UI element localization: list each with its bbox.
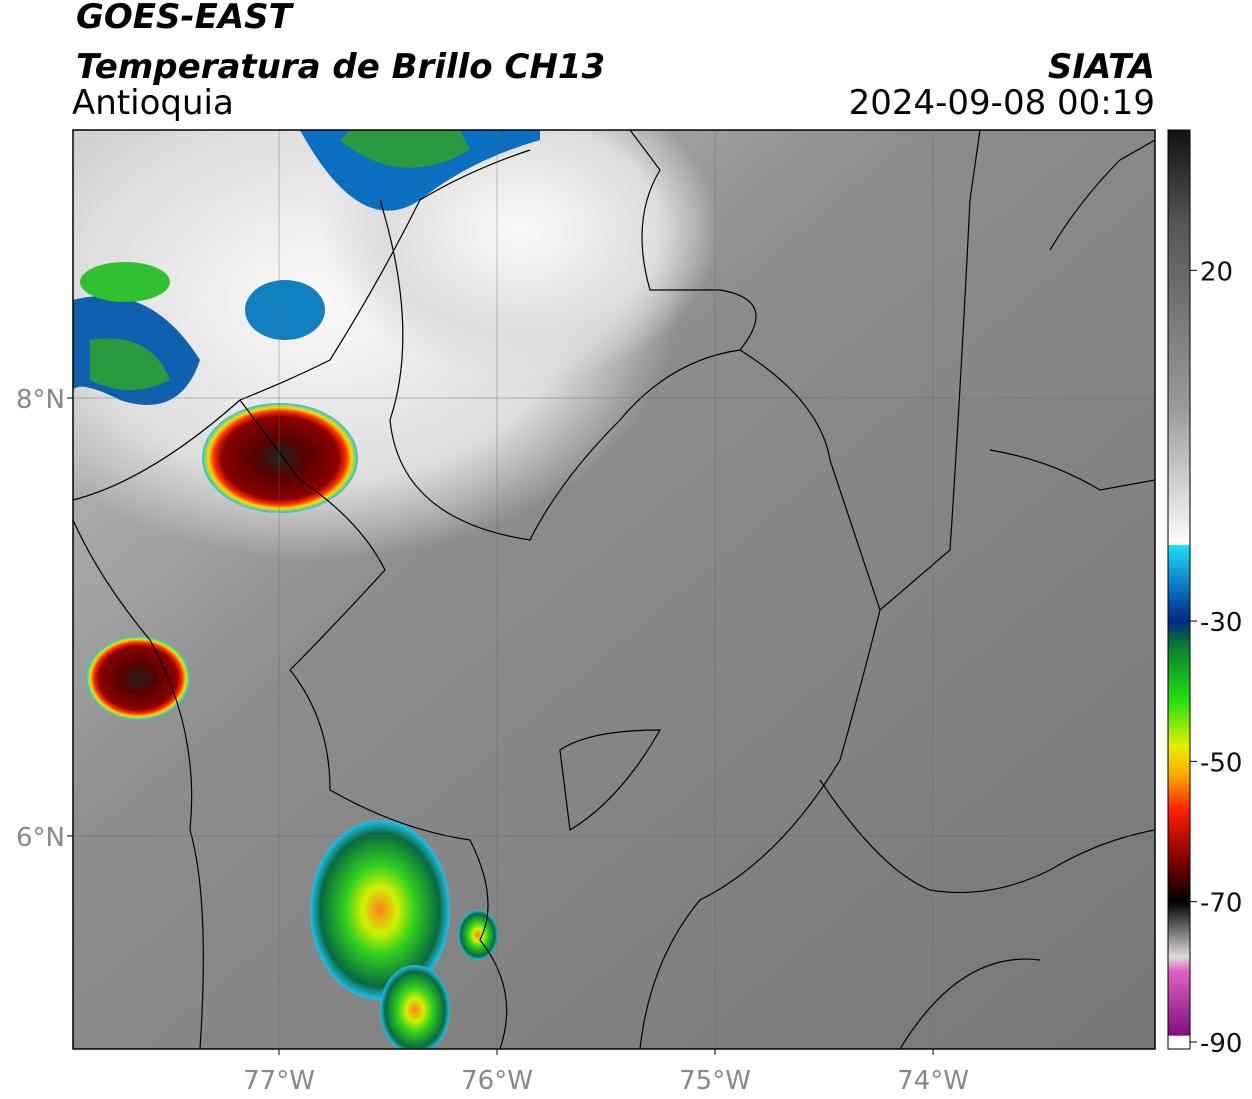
region: Antioquia <box>72 83 234 123</box>
colorbar-tick-label: -70 <box>1200 889 1242 919</box>
colorbar-tick-label: 20 <box>1200 257 1233 287</box>
y-tick-label: 8°N <box>16 385 65 415</box>
subtitle: Temperatura de Brillo CH13 <box>76 47 605 87</box>
y-tick-label: 6°N <box>16 823 65 853</box>
source: SIATA <box>1048 47 1155 87</box>
colorbar-tick-label: -90 <box>1200 1029 1242 1059</box>
x-tick-label: 77°W <box>243 1066 315 1096</box>
colorbar <box>1167 129 1191 1050</box>
satellite-image <box>73 130 1155 1049</box>
title: GOES-EAST <box>76 0 295 37</box>
map-frame <box>72 129 1156 1050</box>
colorbar-tick-label: -30 <box>1200 608 1242 638</box>
x-tick-label: 76°W <box>461 1066 533 1096</box>
x-tick-label: 74°W <box>897 1066 969 1096</box>
colorbar-tick-label: -50 <box>1200 748 1242 778</box>
datetime: 2024-09-08 00:19 <box>849 83 1155 123</box>
x-tick-label: 75°W <box>679 1066 751 1096</box>
